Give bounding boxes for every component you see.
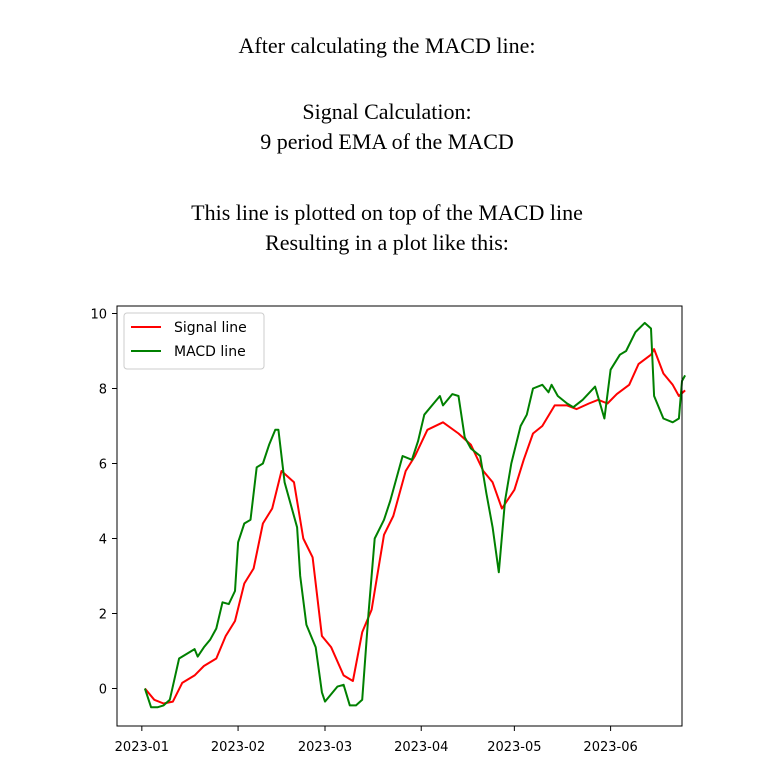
- intro-line-2: Signal Calculation:: [302, 99, 472, 124]
- y-axis: 0 2 4 6 8 10: [90, 308, 117, 698]
- x-tick-label: 2023-05: [487, 740, 541, 755]
- intro-line-3: 9 period EMA of the MACD: [260, 129, 514, 154]
- legend-label: Signal line: [174, 320, 247, 336]
- y-tick-label: 0: [99, 683, 107, 698]
- legend-label: MACD line: [174, 344, 246, 360]
- legend: Signal line MACD line: [123, 312, 265, 370]
- series-line-signal: [144, 348, 686, 705]
- y-tick-label: 2: [99, 608, 107, 623]
- x-tick-label: 2023-04: [394, 740, 448, 755]
- y-tick-label: 6: [99, 458, 107, 473]
- x-tick-label: 2023-03: [298, 740, 352, 755]
- y-tick-label: 10: [90, 308, 107, 323]
- x-tick-label: 2023-02: [211, 740, 265, 755]
- plot-frame: [116, 305, 683, 727]
- intro-line-5: Resulting in a plot like this:: [265, 230, 509, 255]
- plot-lines: [143, 321, 686, 709]
- intro-line-1: After calculating the MACD line:: [238, 33, 536, 58]
- series-line-macd: [143, 321, 686, 709]
- intro-line-4: This line is plotted on top of the MACD …: [191, 200, 583, 225]
- y-tick-label: 4: [99, 533, 107, 548]
- x-axis: 2023-01 2023-02 2023-03 2023-04 2023-05 2023-…: [115, 726, 638, 755]
- x-tick-label: 2023-01: [115, 740, 169, 755]
- x-tick-label: 2023-06: [583, 740, 637, 755]
- y-tick-label: 8: [99, 383, 107, 398]
